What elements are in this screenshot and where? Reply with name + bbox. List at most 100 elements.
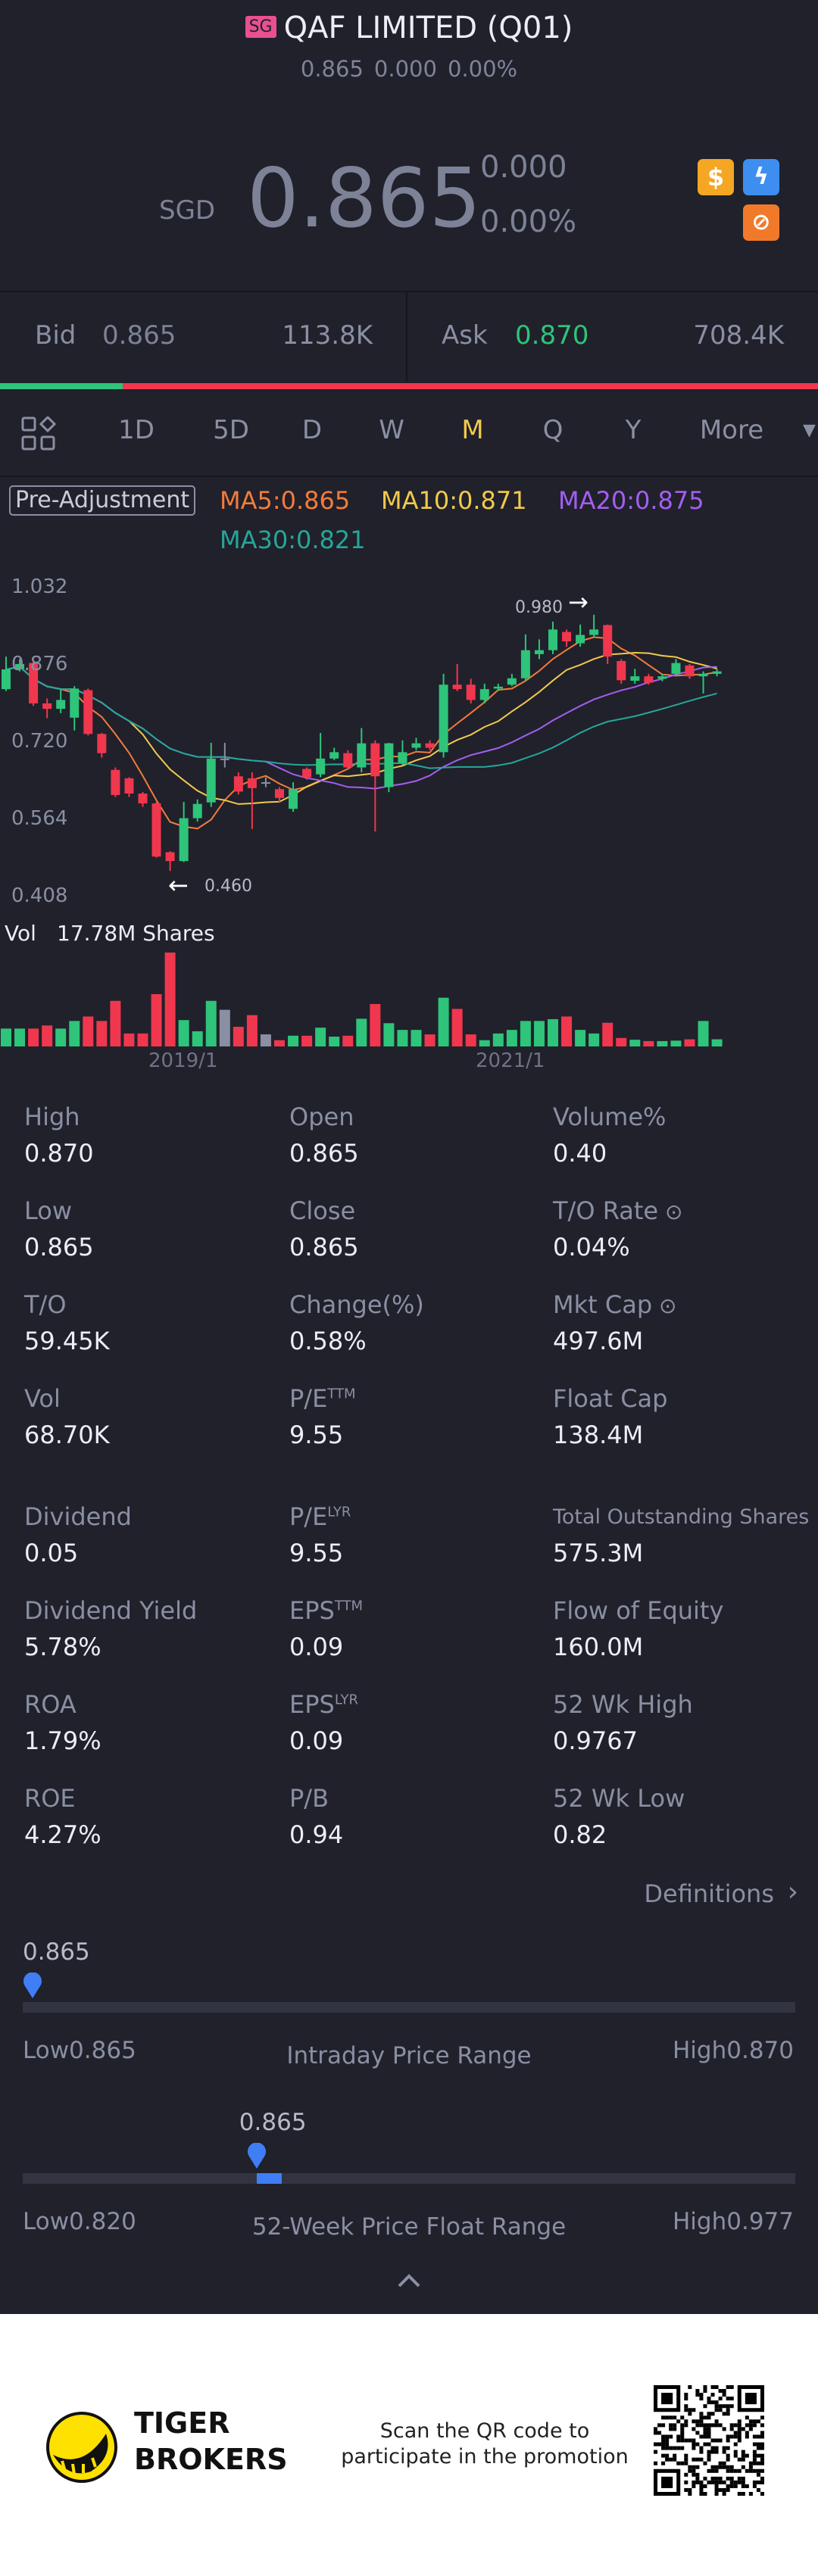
chevron-right-icon[interactable]: › (787, 1876, 798, 1907)
volume-bar (137, 1033, 148, 1046)
candle-body (111, 769, 120, 795)
candle (233, 772, 243, 795)
candle-body (617, 660, 626, 681)
stat-label: P/ETTM (289, 1384, 356, 1413)
bid-price: 0.865 (102, 320, 176, 351)
candle-body (644, 676, 654, 683)
no-short-icon[interactable]: ⊘ (743, 204, 779, 241)
ma10-label: MA10:0.871 (381, 486, 527, 515)
arrow-left-icon: ← (168, 871, 189, 900)
candle (247, 772, 257, 829)
layout-grid-icon[interactable] (21, 415, 57, 451)
volume-bar (424, 1034, 436, 1046)
more-dropdown-icon[interactable]: ▼ (803, 421, 816, 440)
week52-title: 52-Week Price Float Range (251, 2213, 567, 2241)
stat-value: 59.45K (24, 1327, 110, 1355)
stat-value: 0.82 (553, 1820, 607, 1849)
y-axis-label: 0.876 (11, 653, 68, 675)
candle-body (138, 794, 148, 804)
stat-value: 0.40 (553, 1139, 607, 1168)
volume-bar (69, 1021, 80, 1046)
volume-bar (246, 1015, 258, 1046)
volume-bar (233, 1027, 244, 1046)
candle (343, 750, 353, 770)
intraday-high: High0.870 (673, 2037, 794, 2064)
bid-ratio-fill (0, 383, 123, 389)
tab-m[interactable]: M (461, 415, 484, 445)
candle-body (179, 818, 189, 862)
promo-footer: TIGER BROKERS Scan the QR code to particip… (0, 2314, 818, 2576)
candle (657, 673, 667, 681)
market-badge: SG (245, 15, 276, 38)
volume-bar (1, 1028, 11, 1046)
info-icon[interactable]: ⊙ (658, 1199, 683, 1224)
candle-body (411, 743, 421, 748)
tab-1d[interactable]: 1D (118, 415, 155, 445)
info-icon[interactable]: ⊙ (652, 1293, 677, 1318)
stat-label: T/O Rate ⊙ (553, 1196, 682, 1225)
low-marker-label: 0.460 (204, 877, 252, 896)
volume-bar (55, 1028, 67, 1046)
volume-bar (397, 1030, 408, 1046)
volume-bar (684, 1039, 695, 1046)
stat-label: P/B (289, 1784, 329, 1813)
stat-label: T/O (24, 1290, 67, 1319)
volume-bar (479, 1040, 490, 1046)
volume-bar (219, 1009, 230, 1046)
volume-bar (451, 1009, 463, 1046)
collapse-chevron-up-icon[interactable] (397, 2273, 421, 2288)
tab-more[interactable]: More (699, 415, 764, 445)
candle-body (261, 782, 270, 784)
candle (534, 639, 544, 660)
bid-label: Bid (35, 320, 76, 351)
candle (439, 673, 448, 758)
candle (398, 740, 407, 766)
stat-label-text: P/E (289, 1384, 328, 1413)
candle (630, 669, 640, 684)
tab-q[interactable]: Q (542, 415, 564, 445)
candle (562, 629, 572, 647)
stat-label-sup: TTM (327, 1386, 356, 1402)
week52-range-track (23, 2173, 795, 2184)
volume-chart[interactable] (0, 947, 818, 1049)
brand-line2: BROKERS (134, 2443, 288, 2476)
candlestick-chart[interactable] (0, 560, 818, 916)
candle (56, 688, 66, 713)
intraday-current: 0.865 (23, 1938, 90, 1966)
dividend-icon[interactable]: $ (698, 159, 734, 195)
stat-label: Flow of Equity (553, 1596, 723, 1625)
candle-body (302, 769, 312, 778)
pre-adjustment-button[interactable]: Pre-Adjustment (9, 485, 196, 516)
stat-value: 68.70K (24, 1421, 110, 1449)
stat-value: 1.79% (24, 1726, 101, 1755)
candle (151, 802, 161, 858)
volume-bar (643, 1040, 654, 1046)
volume-bar (205, 1000, 217, 1046)
candle-body (343, 753, 353, 768)
tab-w[interactable]: W (379, 415, 404, 445)
stat-label: Open (289, 1102, 354, 1131)
stat-value: 0.865 (289, 1233, 359, 1261)
candle-body (220, 758, 229, 760)
candle (15, 659, 25, 672)
candle (493, 683, 503, 691)
volume-bar (561, 1016, 573, 1046)
candle-body (712, 671, 722, 674)
lightning-icon[interactable]: ϟ (743, 159, 779, 195)
stat-value: 497.6M (553, 1327, 644, 1355)
intraday-title: Intraday Price Range (286, 2042, 532, 2069)
tab-5d[interactable]: 5D (213, 415, 249, 445)
volume-bar (465, 1034, 476, 1046)
candle (83, 688, 93, 736)
tab-y[interactable]: Y (625, 415, 642, 445)
candle-body (289, 789, 298, 809)
tab-d[interactable]: D (301, 415, 323, 445)
volume-bar (151, 993, 162, 1046)
stat-label-text: High (24, 1102, 80, 1131)
candle (42, 698, 52, 719)
candle-body (357, 743, 367, 768)
candle (589, 614, 599, 638)
volume-bar (670, 1040, 682, 1046)
definitions-link[interactable]: Definitions (644, 1879, 774, 1908)
stat-value: 0.09 (289, 1633, 344, 1661)
